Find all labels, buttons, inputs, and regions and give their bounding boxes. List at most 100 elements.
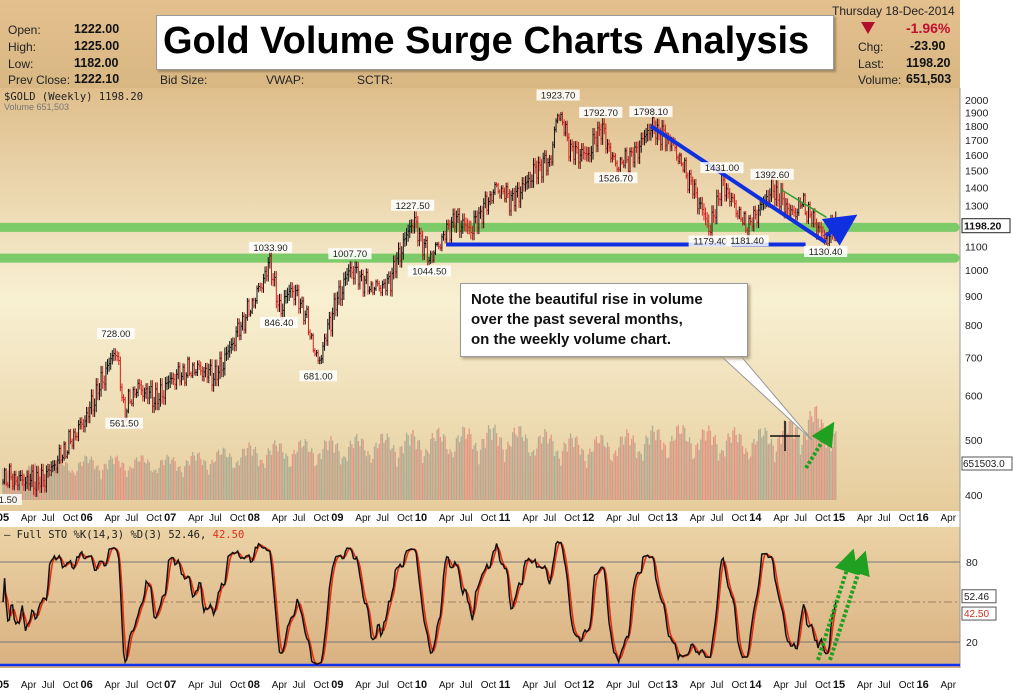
x-tick-label: 16	[916, 512, 928, 524]
volume-bar	[462, 426, 464, 500]
sto-d-value: 42.50	[212, 529, 245, 541]
volume-bar	[74, 475, 77, 500]
volume-bar	[700, 439, 702, 500]
volume-bar	[258, 466, 260, 500]
volume-bar	[794, 427, 797, 500]
volume-bar	[537, 436, 540, 500]
volume-bar	[121, 462, 123, 500]
volume-bar	[621, 436, 623, 500]
vwap-label: VWAP:	[266, 73, 305, 87]
volume-bar	[505, 449, 507, 500]
volume-bar	[619, 436, 622, 500]
volume-bar	[653, 431, 655, 500]
volume-bar	[684, 427, 686, 500]
volume-bar	[592, 451, 594, 500]
volume-bar	[555, 451, 557, 500]
x-tick-label: Jul	[125, 680, 138, 691]
price-label: 1130.40	[809, 247, 843, 258]
x-tick-label: Apr	[105, 680, 121, 691]
volume-bar	[769, 443, 771, 500]
volume-bar	[465, 438, 467, 500]
sto-panel	[0, 527, 960, 668]
volume-bar	[536, 448, 538, 500]
volume-bar	[428, 453, 430, 500]
volume-bar	[663, 442, 665, 500]
volume-bar	[375, 442, 377, 500]
x-tick-label: Apr	[690, 680, 706, 691]
volume-bar	[180, 472, 183, 500]
volume-bar	[695, 445, 697, 500]
volume-bar	[770, 438, 773, 500]
volume-bar	[359, 446, 361, 500]
chart-title: Gold Volume Surge Charts Analysis	[163, 20, 810, 62]
volume-bar	[135, 457, 138, 500]
volume-bar	[196, 453, 199, 500]
volume-bar	[774, 462, 776, 500]
price-label-bg	[725, 235, 769, 247]
price-label: 846.40	[264, 318, 293, 329]
volume-bar	[103, 463, 105, 500]
volume-bar	[542, 437, 544, 500]
volume-bar	[204, 461, 207, 500]
x-tick-label: Apr	[523, 680, 539, 691]
volume-bar	[410, 434, 413, 500]
volume-bar	[280, 443, 282, 500]
volume-bar	[524, 434, 527, 500]
volume-bar	[20, 478, 22, 500]
volume-bar	[407, 435, 409, 500]
volume-bar	[590, 451, 593, 500]
high-label: High:	[8, 40, 37, 54]
x-tick-label: Oct	[481, 680, 497, 691]
volume-bar	[499, 437, 501, 500]
volume-bar	[430, 438, 432, 500]
y-tick-label: 1100	[965, 242, 988, 254]
volume-bar	[785, 421, 787, 500]
volume-bar	[185, 460, 187, 500]
volume-bar	[656, 430, 659, 500]
volume-bar	[827, 442, 829, 500]
volume-bar	[418, 439, 421, 500]
volume-bar	[425, 448, 427, 500]
volume-bar	[661, 449, 663, 500]
volume-bar	[393, 445, 395, 500]
volume-bar	[76, 471, 78, 500]
volume-bar	[693, 457, 696, 500]
volume-bar	[383, 442, 385, 500]
volume-bar	[549, 438, 551, 500]
volume-bar	[531, 452, 533, 500]
x-tick-label: Jul	[209, 680, 222, 691]
volume-bar	[312, 453, 314, 500]
volume-bar	[65, 461, 67, 500]
volume-label: Volume:	[858, 73, 902, 87]
x-tick-label: 10	[415, 679, 427, 691]
x-tick-label: 05	[0, 679, 9, 691]
volume-bar	[471, 448, 474, 500]
volume-bar	[478, 464, 480, 500]
volume-bar	[5, 472, 7, 500]
x-tick-label: Oct	[63, 680, 79, 691]
sto-tag	[961, 606, 997, 621]
volume-bar	[341, 457, 343, 500]
volume-bar	[749, 456, 752, 500]
y-tick-label: 1300	[965, 201, 989, 213]
x-tick-label: Jul	[543, 513, 556, 524]
x-tick-label: Oct	[732, 680, 748, 691]
volume-bar	[819, 427, 821, 500]
x-tick-label: Oct	[230, 680, 246, 691]
volume-bar	[518, 426, 520, 500]
trendline	[821, 214, 858, 246]
x-tick-label: Apr	[272, 680, 288, 691]
volume-bar	[106, 469, 109, 500]
x-tick-label: Apr	[941, 680, 957, 691]
quote-date: Thursday 18-Dec-2014	[832, 4, 955, 18]
volume-bar	[211, 459, 213, 500]
volume-bar	[497, 445, 499, 500]
x-tick-label: Apr	[439, 680, 455, 691]
volume-bar	[237, 460, 239, 500]
volume-bar	[169, 464, 171, 500]
x-tick-label: Apr	[21, 513, 37, 524]
volume-bar	[102, 469, 104, 500]
y-tick-label: 900	[965, 291, 983, 303]
price-label-bg	[328, 248, 372, 260]
volume-bar	[245, 455, 247, 500]
